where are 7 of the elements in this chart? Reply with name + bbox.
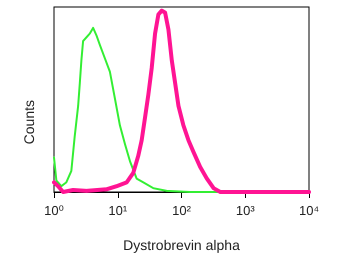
- x-tick-label: 10¹: [108, 203, 128, 218]
- x-tick-label: 10⁴: [298, 203, 320, 218]
- x-tick-label: 10⁰: [44, 203, 64, 218]
- x-axis-title: Dystrobrevin alpha: [123, 237, 240, 253]
- x-tick-label: 10²: [172, 203, 192, 218]
- x-tick-label: 10³: [236, 203, 256, 218]
- y-axis-title: Counts: [21, 100, 37, 144]
